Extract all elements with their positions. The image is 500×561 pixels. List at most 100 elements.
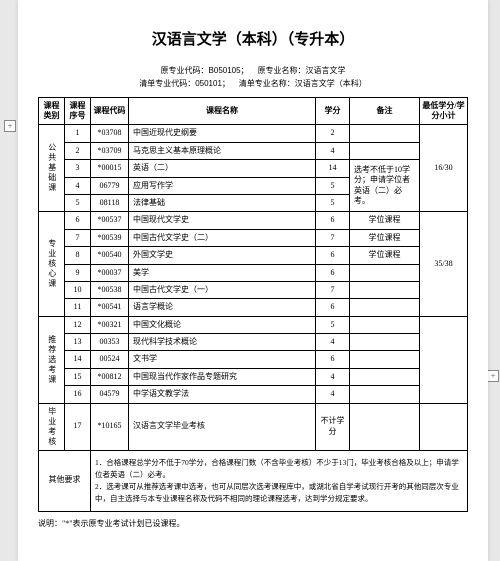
credit-cell: 6: [316, 264, 350, 281]
category-cell: 公共基础课: [39, 125, 65, 212]
subtotal-cell: [420, 316, 468, 403]
table-row: 15*00812中国现当代作家作品专题研究4: [39, 368, 468, 385]
credit-cell: 6: [316, 247, 350, 264]
table-row: 1604579中学语文教学法4: [39, 386, 468, 403]
code-cell: *00015: [91, 160, 129, 177]
remark-cell: 学位课程: [350, 212, 420, 229]
code-cell: *00321: [91, 316, 129, 333]
remark-cell: [350, 403, 420, 450]
meta-list-name: 清单专业名称：汉语言文学（本科）: [239, 79, 367, 88]
table-row: 专业核心课6*00537中国现代文学史6学位课程35/38: [39, 212, 468, 229]
remark-span-cell: 选考不低于10学分；申请学位者英语（二）必考。: [350, 160, 420, 212]
table-row: 10*00538中国古代文学史（一）7: [39, 281, 468, 298]
code-cell: *00037: [91, 264, 129, 281]
other-req-row: 其他要求1．合格课程总学分不低于70学分，合格课程门数（不含毕业考核）不少于13…: [39, 450, 468, 511]
document-page: 汉语言文学（本科）（专升本） 原专业代码：B050105； 原专业名称：汉语言文…: [18, 0, 488, 561]
subtotal-cell: 35/38: [420, 212, 468, 316]
seq-cell: 16: [65, 386, 91, 403]
category-cell: 专业核心课: [39, 212, 65, 316]
credit-cell: 2: [316, 125, 350, 142]
remark-cell: [350, 281, 420, 298]
crop-handle-left[interactable]: +: [4, 120, 16, 132]
credit-cell: 5: [316, 316, 350, 333]
remark-cell: [350, 125, 420, 142]
credit-cell: 5: [316, 177, 350, 194]
remark-cell: 学位课程: [350, 247, 420, 264]
other-req-label: 其他要求: [39, 450, 91, 511]
name-cell: 中学语文教学法: [129, 386, 316, 403]
name-cell: 中国现当代作家作品专题研究: [129, 368, 316, 385]
meta-orig-code: 原专业代码：B050105；: [161, 66, 249, 75]
name-cell: 马克思主义基本原理概论: [129, 142, 316, 159]
credit-cell: 5: [316, 194, 350, 211]
seq-cell: 15: [65, 368, 91, 385]
remark-cell: 学位课程: [350, 229, 420, 246]
seq-cell: 12: [65, 316, 91, 333]
credit-cell: 7: [316, 281, 350, 298]
seq-cell: 5: [65, 194, 91, 211]
seq-cell: 13: [65, 334, 91, 351]
credit-cell: 4: [316, 386, 350, 403]
table-row: 毕业考核17*10165汉语言文学毕业考核不计学分: [39, 403, 468, 450]
name-cell: 中国古代文学史（二）: [129, 229, 316, 246]
col-code: 课程代码: [91, 97, 129, 125]
seq-cell: 3: [65, 160, 91, 177]
table-row: 2*03709马克思主义基本原理概论4: [39, 142, 468, 159]
seq-cell: 1: [65, 125, 91, 142]
credit-cell: 6: [316, 212, 350, 229]
seq-cell: 17: [65, 403, 91, 450]
other-req-text: 1．合格课程总学分不低于70学分，合格课程门数（不含毕业考核）不少于13门，毕业…: [91, 450, 468, 511]
code-cell: *00537: [91, 212, 129, 229]
table-row: 11*00541语言学概论6: [39, 299, 468, 316]
name-cell: 英语（二）: [129, 160, 316, 177]
name-cell: 现代科学技术概论: [129, 334, 316, 351]
remark-cell: [350, 368, 420, 385]
credit-cell: 7: [316, 229, 350, 246]
name-cell: 美学: [129, 264, 316, 281]
page-title: 汉语言文学（本科）（专升本）: [38, 28, 468, 49]
seq-cell: 6: [65, 212, 91, 229]
seq-cell: 4: [65, 177, 91, 194]
name-cell: 外国文学史: [129, 247, 316, 264]
category-cell: 毕业考核: [39, 403, 65, 450]
remark-cell: [350, 386, 420, 403]
credit-cell: 4: [316, 142, 350, 159]
credit-cell: 6: [316, 299, 350, 316]
remark-cell: [350, 299, 420, 316]
table-row: 推荐选考课12*00321中国文化概论5: [39, 316, 468, 333]
col-remark: 备注: [350, 97, 420, 125]
code-cell: *03709: [91, 142, 129, 159]
col-seq: 课程序号: [65, 97, 91, 125]
seq-cell: 2: [65, 142, 91, 159]
seq-cell: 14: [65, 351, 91, 368]
name-cell: 应用写作学: [129, 177, 316, 194]
code-cell: *00541: [91, 299, 129, 316]
code-cell: 04579: [91, 386, 129, 403]
remark-cell: [350, 351, 420, 368]
crop-handle-right[interactable]: +: [487, 370, 499, 382]
footnote: 说明："*"表示原专业考试计划已设课程。: [38, 518, 468, 529]
remark-cell: [350, 264, 420, 281]
code-cell: *10165: [91, 403, 129, 450]
subtotal-cell: 16/30: [420, 125, 468, 212]
table-row: 8*00540外国文学史6学位课程: [39, 247, 468, 264]
code-cell: *00538: [91, 281, 129, 298]
table-row: 公共基础课1*03708中国近现代史纲要216/30: [39, 125, 468, 142]
name-cell: 中国现代文学史: [129, 212, 316, 229]
table-row: 9*00037美学6: [39, 264, 468, 281]
name-cell: 文书学: [129, 351, 316, 368]
remark-cell: [350, 334, 420, 351]
curriculum-table: 课程类别 课程序号 课程代码 课程名称 学分 备注 最低学分/学分小计 公共基础…: [38, 97, 468, 512]
meta-block: 原专业代码：B050105； 原专业名称：汉语言文学 清单专业代码：050101…: [38, 65, 468, 91]
col-mincredit: 最低学分/学分小计: [420, 97, 468, 125]
remark-cell: [350, 142, 420, 159]
name-cell: 法律基础: [129, 194, 316, 211]
code-cell: 08118: [91, 194, 129, 211]
name-cell: 中国近现代史纲要: [129, 125, 316, 142]
seq-cell: 9: [65, 264, 91, 281]
seq-cell: 7: [65, 229, 91, 246]
code-cell: *00812: [91, 368, 129, 385]
table-header-row: 课程类别 课程序号 课程代码 课程名称 学分 备注 最低学分/学分小计: [39, 97, 468, 125]
category-cell: 推荐选考课: [39, 316, 65, 403]
code-cell: *03708: [91, 125, 129, 142]
